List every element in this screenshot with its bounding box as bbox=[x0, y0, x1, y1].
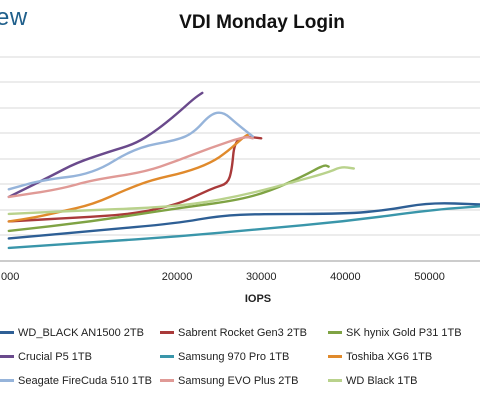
legend-label: SK hynix Gold P31 1TB bbox=[346, 327, 462, 339]
legend-label: WD_BLACK AN1500 2TB bbox=[18, 327, 144, 339]
legend-label: WD Black 1TB bbox=[346, 375, 418, 387]
legend-label: Seagate FireCuda 510 1TB bbox=[18, 375, 152, 387]
legend-label: Toshiba XG6 1TB bbox=[346, 351, 433, 363]
x-tick-label: 40000 bbox=[330, 271, 361, 283]
legend-swatch bbox=[328, 378, 342, 382]
legend-entry: Crucial P5 1TB bbox=[0, 351, 92, 367]
legend-swatch bbox=[160, 330, 174, 334]
series-line bbox=[7, 166, 355, 216]
legend-swatch bbox=[0, 378, 14, 382]
legend-entry: WD_BLACK AN1500 2TB bbox=[0, 327, 144, 343]
chart-title: VDI Monday Login bbox=[179, 12, 345, 33]
legend-label: Sabrent Rocket Gen3 2TB bbox=[178, 327, 308, 339]
legend-swatch bbox=[160, 378, 174, 382]
series-line bbox=[7, 164, 330, 233]
x-tick-label: 20000 bbox=[162, 271, 193, 283]
x-tick-label: 30000 bbox=[246, 271, 277, 283]
series-line bbox=[7, 133, 250, 223]
legend-swatch bbox=[0, 330, 14, 334]
legend-label: Samsung EVO Plus 2TB bbox=[178, 375, 299, 387]
legend-entry: WD Black 1TB bbox=[328, 375, 418, 391]
legend-swatch bbox=[160, 354, 174, 358]
legend-entry: Toshiba XG6 1TB bbox=[328, 351, 432, 367]
series-line bbox=[7, 202, 480, 240]
x-axis-label: IOPS bbox=[245, 293, 271, 305]
legend-label: Crucial P5 1TB bbox=[18, 351, 92, 363]
x-tick-label: 000 bbox=[1, 271, 19, 283]
series-line bbox=[7, 205, 480, 250]
series-lines bbox=[7, 91, 480, 250]
x-tick-labels: 000 20000 30000 40000 50000 bbox=[1, 271, 445, 283]
legend-label: Samsung 970 Pro 1TB bbox=[178, 351, 290, 363]
brand-logo: ew bbox=[0, 4, 28, 31]
legend-entry: Samsung 970 Pro 1TB bbox=[160, 351, 289, 367]
legend-swatch bbox=[328, 354, 342, 358]
legend-entry: Samsung EVO Plus 2TB bbox=[160, 375, 298, 391]
legend-entry: Sabrent Rocket Gen3 2TB bbox=[160, 327, 307, 343]
legend-swatch bbox=[328, 330, 342, 334]
series-line bbox=[7, 135, 263, 223]
chart-legend: WD_BLACK AN1500 2TB Sabrent Rocket Gen3 2… bbox=[0, 320, 480, 398]
series-line bbox=[7, 135, 254, 199]
series-line bbox=[7, 111, 254, 191]
legend-entry: Seagate FireCuda 510 1TB bbox=[0, 375, 152, 391]
x-tick-label: 50000 bbox=[414, 271, 445, 283]
legend-entry: SK hynix Gold P31 1TB bbox=[328, 327, 462, 343]
legend-swatch bbox=[0, 354, 14, 358]
